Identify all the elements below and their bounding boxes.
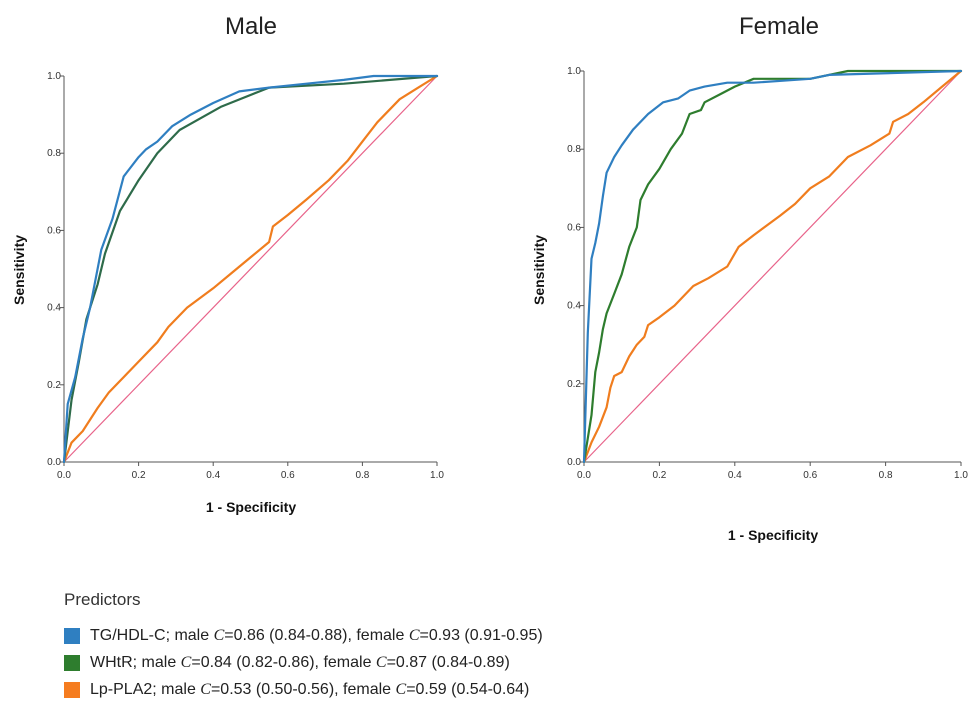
legend-name-lp-pla2: Lp-PLA2 bbox=[90, 680, 153, 698]
female-x-tick-label: 0.4 bbox=[728, 470, 742, 481]
legend-male-c-whtr: 0.84 (0.82-0.86) bbox=[200, 653, 315, 671]
legend-swatch-tg-hdl bbox=[64, 627, 80, 644]
male-x-tick-label: 1.0 bbox=[430, 470, 444, 481]
male-y-tick-label: 0.6 bbox=[47, 225, 61, 236]
male-reference-line bbox=[63, 75, 438, 463]
male-panel: Male Sensitivity 1 - Specificity 0.0 0.2 0… bbox=[11, 13, 444, 515]
female-x-tick-label: 0.6 bbox=[803, 470, 817, 481]
female-x-tick-label: 1.0 bbox=[954, 470, 968, 481]
male-x-tick-label: 0.4 bbox=[206, 470, 220, 481]
female-plot-area: 0.0 0.2 0.4 0.6 0.8 1.0 0.0 0.2 0.4 0.6 0.8 1.0 bbox=[567, 66, 968, 481]
legend-swatch-whtr bbox=[64, 654, 80, 671]
legend-male-c-lp-pla2: 0.53 (0.50-0.56) bbox=[220, 680, 335, 698]
female-x-axis-label: 1 - Specificity bbox=[728, 527, 818, 543]
male-x-tick-label: 0.6 bbox=[281, 470, 295, 481]
male-x-axis-label: 1 - Specificity bbox=[206, 499, 296, 515]
male-chart-title: Male bbox=[225, 13, 277, 40]
male-y-tick-label: 1.0 bbox=[47, 71, 61, 82]
legend-female-c-whtr: 0.87 (0.84-0.89) bbox=[395, 653, 510, 671]
legend-item-tg-hdl: TG/HDL-C; male C=0.86 (0.84-0.88), femal… bbox=[64, 622, 543, 649]
female-y-tick-label: 0.4 bbox=[567, 301, 581, 312]
female-series-whtr bbox=[582, 69, 963, 464]
female-series-lp-pla2 bbox=[582, 69, 963, 464]
male-x-tick-label: 0.0 bbox=[57, 470, 71, 481]
male-y-tick-label: 0.8 bbox=[47, 148, 61, 159]
male-y-tick-label: 0.2 bbox=[47, 380, 61, 391]
legend-female-c-lp-pla2: 0.59 (0.54-0.64) bbox=[415, 680, 530, 698]
male-series-lp-pla2 bbox=[62, 74, 439, 464]
female-x-tick-label: 0.2 bbox=[652, 470, 666, 481]
roc-charts: Male Sensitivity 1 - Specificity 0.0 0.2 0… bbox=[11, 13, 968, 543]
female-y-tick-label: 0.8 bbox=[567, 144, 581, 155]
legend-item-whtr: WHtR; male C=0.84 (0.82-0.86), female C=… bbox=[64, 649, 543, 676]
female-x-tick-label: 0.8 bbox=[879, 470, 893, 481]
legend: Predictors TG/HDL-C; male C=0.86 (0.84-0… bbox=[64, 590, 543, 703]
male-y-axis-label: Sensitivity bbox=[11, 235, 27, 305]
female-y-tick-label: 1.0 bbox=[567, 66, 581, 77]
male-y-tick-label: 0.4 bbox=[47, 303, 61, 314]
legend-male-c-tg-hdl: 0.86 (0.84-0.88) bbox=[233, 626, 348, 644]
legend-item-lp-pla2: Lp-PLA2; male C=0.53 (0.50-0.56), female… bbox=[64, 676, 543, 703]
male-series-tg-hdl-c bbox=[62, 74, 439, 464]
female-chart-title: Female bbox=[739, 13, 819, 40]
female-y-tick-label: 0.2 bbox=[567, 379, 581, 390]
male-plot-area: 0.0 0.2 0.4 0.6 0.8 1.0 0.0 0.2 0.4 0.6 0.8 1.0 bbox=[47, 71, 444, 481]
legend-name-tg-hdl: TG/HDL-C bbox=[90, 626, 166, 644]
female-y-axis-label: Sensitivity bbox=[531, 235, 547, 305]
female-y-tick-label: 0.6 bbox=[567, 222, 581, 233]
legend-swatch-lp-pla2 bbox=[64, 681, 80, 698]
female-reference-line bbox=[583, 70, 962, 463]
female-panel: Female Sensitivity 1 - Specificity 0.0 0.… bbox=[531, 13, 968, 543]
female-series-tg-hdl-c bbox=[582, 69, 963, 464]
legend-title: Predictors bbox=[64, 590, 141, 609]
male-x-tick-label: 0.8 bbox=[355, 470, 369, 481]
legend-female-c-tg-hdl: 0.93 (0.91-0.95) bbox=[428, 626, 543, 644]
male-x-tick-label: 0.2 bbox=[132, 470, 146, 481]
female-y-tick-label: 0.0 bbox=[567, 457, 581, 468]
female-x-tick-label: 0.0 bbox=[577, 470, 591, 481]
male-y-tick-label: 0.0 bbox=[47, 457, 61, 468]
legend-name-whtr: WHtR bbox=[90, 653, 133, 671]
